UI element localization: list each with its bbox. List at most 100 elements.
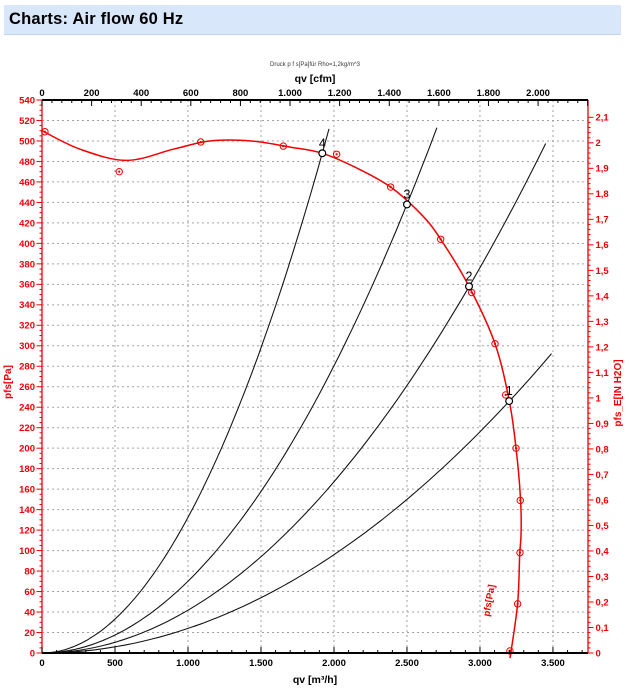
left-axis-tick-label: 140	[19, 505, 35, 516]
operating-point-2	[465, 282, 474, 291]
operating-point-label-2: 2	[466, 269, 473, 283]
measured-point-dot	[504, 393, 507, 397]
top-axis-tick-label: 1.200	[328, 88, 352, 99]
measured-point-marker	[512, 444, 520, 452]
right-axis-tick-label: 0	[596, 648, 601, 659]
fan-curve	[41, 130, 522, 659]
left-axis-tick-label: 60	[24, 587, 35, 598]
left-axis-tick-label: 20	[24, 628, 35, 639]
left-axis-title: pfs[Pa]	[3, 365, 14, 399]
right-axis-tick-label: 1,1	[596, 368, 610, 379]
measured-point-dot	[335, 153, 338, 156]
measured-point-dot	[518, 551, 522, 554]
left-axis-tick-label: 500	[19, 136, 35, 147]
measured-point-dot	[439, 238, 442, 241]
left-axis-tick-label: 440	[19, 198, 35, 209]
measured-point-dot	[516, 602, 519, 605]
top-axis-tick-label: 400	[133, 88, 149, 99]
left-axis-tick-label: 160	[19, 485, 35, 496]
measured-point-dot	[118, 170, 121, 173]
left-axis-tick-label: 280	[19, 362, 35, 373]
system-curve-4	[41, 128, 330, 654]
system-curve-3	[41, 127, 438, 654]
left-axis-tick-label: 180	[19, 464, 35, 475]
page-title: Charts: Air flow 60 Hz	[9, 10, 184, 28]
operating-point-label-1: 1	[506, 384, 513, 398]
bottom-axis-tick-label: 1.500	[249, 658, 273, 669]
right-axis-tick-label: 0,3	[596, 572, 609, 583]
left-axis-tick-label: 200	[19, 444, 35, 455]
bottom-axis-tick-label: 2.000	[322, 658, 346, 669]
measured-point-dot	[199, 140, 202, 144]
right-axis-tick-label: 1,2	[596, 342, 609, 353]
operating-points: 1 2 3 4	[318, 136, 514, 406]
grid-layer	[42, 100, 588, 653]
bottom-axis-title: qv [m³/h]	[293, 674, 337, 686]
left-axis-tick-label: 520	[19, 116, 35, 127]
left-axis-tick-label: 540	[19, 95, 35, 106]
right-axis-tick-label: 1	[596, 393, 602, 404]
bottom-axis-tick-label: 3.500	[541, 658, 565, 669]
operating-point-label-3: 3	[403, 187, 410, 201]
operating-point-1	[505, 397, 514, 406]
top-axis-tick-label: 200	[84, 88, 100, 99]
right-axis-tick-label: 1,6	[596, 240, 609, 251]
left-axis-tick-label: 340	[19, 300, 35, 311]
left-axis-tick-label: 400	[19, 239, 35, 250]
axes: 0 200 400 600 800 1.000 1.200 1.400 1.600 1.800 2.…	[19, 88, 609, 669]
bottom-axis-tick-label: 500	[107, 658, 123, 669]
left-axis-tick-label: 240	[19, 403, 35, 414]
measured-point-marker	[386, 183, 395, 191]
right-axis-tick-label: 1,4	[596, 291, 610, 302]
measured-point-marker	[516, 548, 524, 557]
right-axis-tick-label: 2,1	[596, 113, 610, 124]
right-axis-tick-label: 1,8	[596, 189, 609, 200]
left-axis-tick-label: 300	[19, 341, 35, 352]
measured-point-marker	[501, 391, 510, 399]
measured-point-marker	[516, 496, 524, 505]
bottom-axis-tick-label: 1.000	[176, 658, 200, 669]
measured-point-dot	[282, 144, 285, 148]
top-axis-tick-label: 1.600	[427, 88, 451, 99]
right-axis-tick-label: 0,2	[596, 597, 609, 608]
bottom-axis-tick-label: 0	[39, 658, 44, 669]
right-axis-tick-label: 1,7	[596, 215, 609, 226]
left-axis-tick-label: 460	[19, 177, 35, 188]
system-curve-2	[41, 143, 547, 654]
right-axis-tick-label: 0,1	[596, 623, 610, 634]
left-axis-tick-label: 100	[19, 546, 35, 557]
system-curves	[41, 127, 552, 654]
left-axis-tick-label: 420	[19, 218, 35, 229]
bottom-axis-tick-label: 2.500	[395, 658, 419, 669]
left-axis-tick-label: 120	[19, 526, 35, 537]
bottom-axis-tick-label: 3.000	[468, 658, 492, 669]
right-axis-tick-label: 0,6	[596, 495, 609, 506]
chart-subtitle: Druck p f s[Pa]für Rho=1,2kg/m^3	[270, 62, 361, 68]
left-axis-tick-label: 260	[19, 382, 35, 393]
right-axis-tick-label: 0,9	[596, 419, 609, 430]
operating-point-label-4: 4	[319, 136, 326, 150]
measured-point-dot	[43, 130, 47, 133]
right-axis-tick-label: 2	[596, 138, 601, 149]
left-axis-tick-label: 320	[19, 321, 35, 332]
right-axis-title: pfs_E[IN H2O]	[613, 359, 624, 426]
top-axis-tick-label: 0	[39, 88, 44, 99]
axis-titles: Druck p f s[Pa]für Rho=1,2kg/m^3 qv [cfm]…	[3, 62, 624, 686]
window-title-bar: Charts: Air flow 60 Hz	[4, 5, 621, 35]
top-axis-tick-label: 600	[183, 88, 199, 99]
left-axis-tick-label: 380	[19, 259, 35, 270]
operating-point-4	[318, 149, 327, 158]
measured-point-marker	[115, 167, 123, 176]
left-axis-tick-label: 220	[19, 423, 35, 434]
top-axis-tick-label: 2.000	[526, 88, 550, 99]
right-axis-tick-label: 1,9	[596, 164, 609, 175]
fan-curve-line	[41, 130, 522, 659]
measured-point-marker	[513, 600, 522, 608]
measured-point-dot	[519, 499, 522, 502]
measured-point-dot	[514, 447, 518, 450]
measured-point-marker	[332, 150, 341, 158]
measured-point-dot	[389, 185, 392, 189]
top-axis-tick-label: 1.000	[278, 88, 302, 99]
measured-point-markers	[41, 128, 524, 655]
